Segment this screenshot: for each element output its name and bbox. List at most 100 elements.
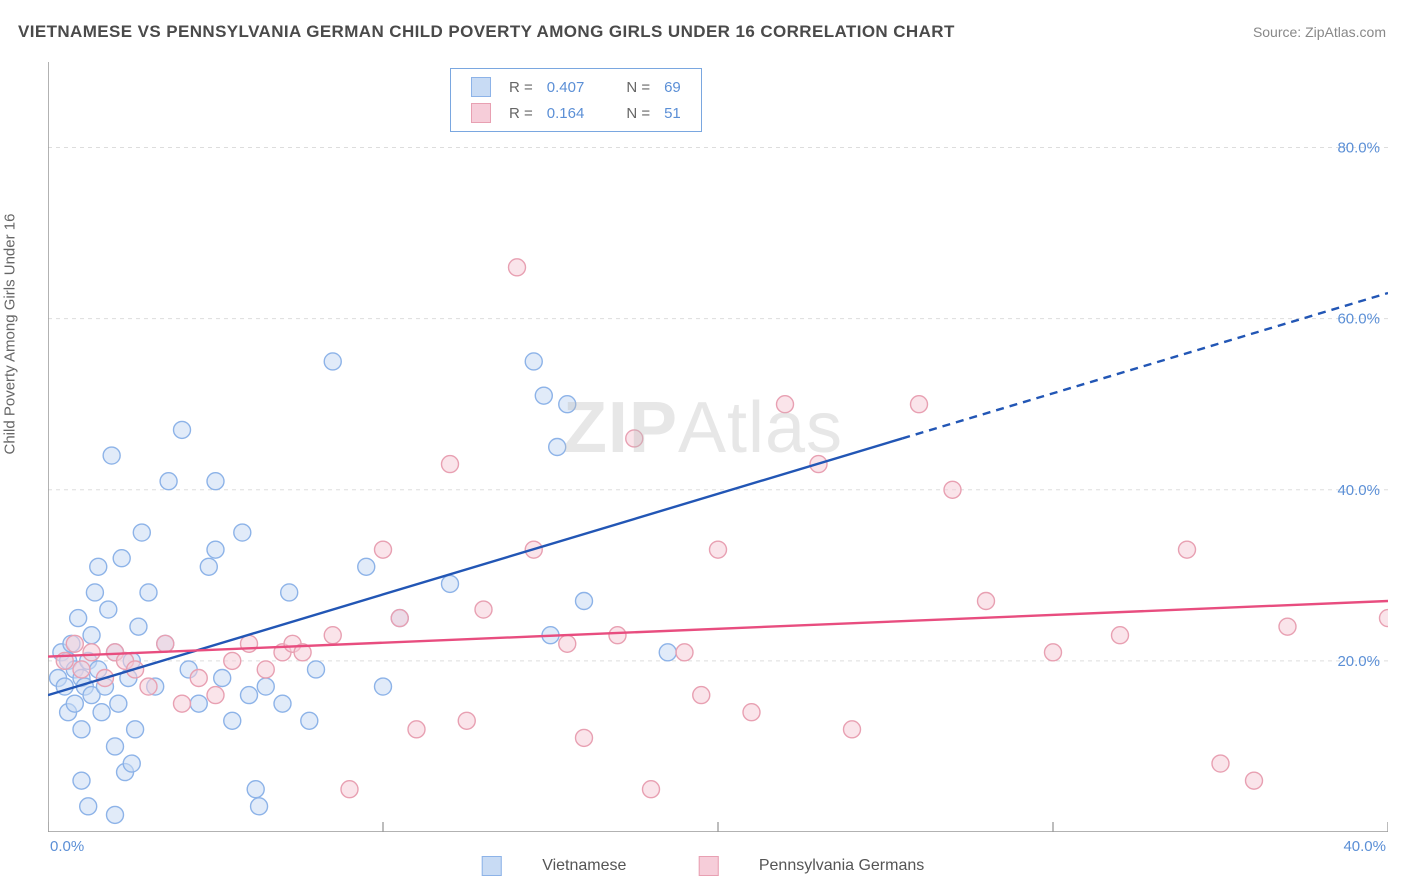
scatter-point xyxy=(90,558,107,575)
y-tick-label: 20.0% xyxy=(1337,653,1380,670)
scatter-point xyxy=(911,396,928,413)
scatter-point xyxy=(659,644,676,661)
scatter-point xyxy=(1279,618,1296,635)
scatter-point xyxy=(626,430,643,447)
x-tick-label: 0.0% xyxy=(50,838,84,855)
scatter-point xyxy=(442,575,459,592)
n-value: 69 xyxy=(658,75,687,99)
legend-label: Pennsylvania Germans xyxy=(759,857,924,874)
scatter-point xyxy=(80,798,97,815)
scatter-point xyxy=(123,755,140,772)
scatter-point xyxy=(1045,644,1062,661)
scatter-point xyxy=(140,678,157,695)
scatter-point xyxy=(1380,610,1389,627)
trend-line-extrapolated xyxy=(902,293,1388,438)
scatter-point xyxy=(609,627,626,644)
scatter-point xyxy=(110,695,127,712)
scatter-point xyxy=(944,481,961,498)
scatter-point xyxy=(525,353,542,370)
scatter-point xyxy=(509,259,526,276)
scatter-point xyxy=(103,447,120,464)
scatter-point xyxy=(375,541,392,558)
legend-swatch xyxy=(698,856,718,876)
scatter-point xyxy=(710,541,727,558)
scatter-point xyxy=(559,396,576,413)
scatter-point xyxy=(257,661,274,678)
scatter-point xyxy=(777,396,794,413)
scatter-point xyxy=(130,618,147,635)
chart-container: VIETNAMESE VS PENNSYLVANIA GERMAN CHILD … xyxy=(0,0,1406,892)
scatter-point xyxy=(100,601,117,618)
scatter-point xyxy=(207,473,224,490)
scatter-point xyxy=(1246,772,1263,789)
scatter-point xyxy=(157,635,174,652)
trend-line xyxy=(48,601,1388,657)
scatter-point xyxy=(676,644,693,661)
chart-title: VIETNAMESE VS PENNSYLVANIA GERMAN CHILD … xyxy=(18,22,955,42)
scatter-point xyxy=(160,473,177,490)
scatter-point xyxy=(442,456,459,473)
y-tick-label: 40.0% xyxy=(1337,482,1380,499)
scatter-plot: 20.0% 40.0% 60.0% 80.0% xyxy=(48,62,1388,832)
scatter-point xyxy=(1212,755,1229,772)
scatter-point xyxy=(107,738,124,755)
legend-swatch xyxy=(471,77,491,97)
scatter-point xyxy=(127,721,144,738)
n-value: 51 xyxy=(658,101,687,125)
scatter-point xyxy=(83,644,100,661)
scatter-point xyxy=(224,652,241,669)
scatter-point xyxy=(234,524,251,541)
scatter-point xyxy=(576,729,593,746)
legend-swatch xyxy=(482,856,502,876)
scatter-point xyxy=(140,584,157,601)
n-label: N = xyxy=(620,101,656,125)
scatter-point xyxy=(190,670,207,687)
legend-swatch xyxy=(471,103,491,123)
scatter-point xyxy=(1112,627,1129,644)
x-tick-label: 40.0% xyxy=(1343,838,1386,855)
y-tick-label: 80.0% xyxy=(1337,140,1380,157)
scatter-point xyxy=(214,670,231,687)
scatter-point xyxy=(73,661,90,678)
scatter-point xyxy=(70,610,87,627)
legend-label: Vietnamese xyxy=(542,857,626,874)
scatter-point xyxy=(1179,541,1196,558)
scatter-point xyxy=(113,550,130,567)
scatter-point xyxy=(475,601,492,618)
scatter-point xyxy=(73,772,90,789)
scatter-point xyxy=(358,558,375,575)
correlation-legend: R =0.407N =69R =0.164N =51 xyxy=(450,68,702,132)
y-tick-label: 60.0% xyxy=(1337,311,1380,328)
scatter-point xyxy=(576,593,593,610)
n-label: N = xyxy=(620,75,656,99)
scatter-point xyxy=(224,712,241,729)
scatter-point xyxy=(257,678,274,695)
scatter-point xyxy=(408,721,425,738)
series-legend: Vietnamese Pennsylvania Germans xyxy=(446,856,961,876)
scatter-point xyxy=(301,712,318,729)
y-axis-label: Child Poverty Among Girls Under 16 xyxy=(2,214,19,455)
scatter-point xyxy=(107,806,124,823)
scatter-point xyxy=(308,661,325,678)
scatter-point xyxy=(93,704,110,721)
source-attribution: Source: ZipAtlas.com xyxy=(1253,24,1386,40)
scatter-point xyxy=(693,687,710,704)
scatter-point xyxy=(341,781,358,798)
scatter-point xyxy=(241,687,258,704)
scatter-point xyxy=(274,695,291,712)
scatter-point xyxy=(281,584,298,601)
scatter-point xyxy=(535,387,552,404)
scatter-point xyxy=(743,704,760,721)
scatter-point xyxy=(83,627,100,644)
scatter-point xyxy=(458,712,475,729)
scatter-point xyxy=(86,584,103,601)
scatter-point xyxy=(66,695,83,712)
scatter-point xyxy=(66,635,83,652)
r-value: 0.164 xyxy=(541,101,591,125)
scatter-point xyxy=(247,781,264,798)
scatter-point xyxy=(133,524,150,541)
scatter-point xyxy=(190,695,207,712)
scatter-point xyxy=(241,635,258,652)
scatter-point xyxy=(844,721,861,738)
scatter-point xyxy=(73,721,90,738)
